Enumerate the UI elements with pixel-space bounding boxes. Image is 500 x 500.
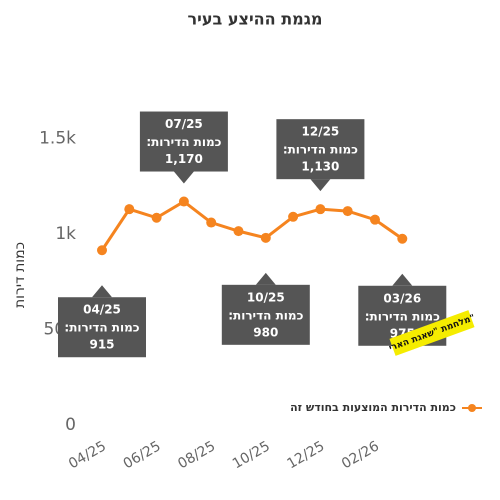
value-label: 980 xyxy=(253,325,278,339)
x-tick-label: 12/25 xyxy=(284,438,327,472)
point xyxy=(233,226,244,237)
tooltip-label: כמות הדירות: xyxy=(283,143,358,157)
x-tick-label: 04/25 xyxy=(66,438,109,472)
y-axis-label: כמות דירות xyxy=(12,242,28,308)
point xyxy=(315,204,326,215)
x-tick: 08/25 xyxy=(175,438,218,472)
line xyxy=(100,199,404,252)
tooltip-date: 10/25 xyxy=(247,290,285,304)
chart-title: מגמת ההיצע בעיר xyxy=(188,10,323,29)
tooltip-pointer xyxy=(392,273,413,286)
point xyxy=(342,206,353,217)
point xyxy=(97,245,107,256)
tooltip-date: 04/25 xyxy=(83,303,121,317)
tooltip-box xyxy=(276,119,365,180)
tooltip-box xyxy=(221,284,310,345)
x-tick-label: 02/26 xyxy=(339,438,382,472)
tooltip-box xyxy=(139,111,228,172)
tooltip-date: 03/26 xyxy=(383,291,421,305)
x-tick: 10/25 xyxy=(230,438,273,472)
point xyxy=(124,204,135,215)
y-tick-label: 0 xyxy=(65,415,76,435)
tooltip-pointer xyxy=(173,171,194,184)
tooltip-date: 12/25 xyxy=(302,125,340,139)
tooltip-label: כמות הדירות: xyxy=(228,308,303,322)
tooltip: 10/25 כמות הדירות: 980 xyxy=(221,272,310,345)
tooltip-label: כמות הדירות: xyxy=(365,309,440,323)
annotation-box xyxy=(389,310,475,356)
x-tick-label: 06/25 xyxy=(121,438,164,472)
tooltip: 07/25 כמות הדירות: 1,170 xyxy=(139,111,228,184)
point xyxy=(288,211,299,222)
x-tick: 12/25 xyxy=(284,438,327,472)
value-label: 1,170 xyxy=(165,152,203,166)
x-tick: 02/26 xyxy=(339,438,382,472)
x-tick-label: 08/25 xyxy=(175,438,218,472)
tooltip: 12/25 כמות הדירות: 1,130 xyxy=(276,119,365,192)
y-tick-label: 1.5k xyxy=(39,129,76,149)
point xyxy=(260,232,271,243)
tooltip-label: כמות הדירות: xyxy=(64,321,139,335)
tooltip-pointer xyxy=(255,272,276,285)
point xyxy=(397,233,408,244)
tooltip-date: 07/25 xyxy=(165,117,203,131)
tooltip-pointer xyxy=(92,285,112,298)
x-tick: 06/25 xyxy=(121,438,164,472)
value-label: 915 xyxy=(89,338,114,352)
point xyxy=(151,212,162,223)
tooltip: 04/25 כמות הדירות: 915 xyxy=(58,285,146,358)
point xyxy=(178,196,189,207)
value-label: 1,130 xyxy=(301,160,339,174)
point xyxy=(206,217,217,228)
x-tick-label: 10/25 xyxy=(230,438,273,472)
y-tick-label: 1k xyxy=(55,224,76,244)
legend-marker xyxy=(468,404,476,412)
point xyxy=(370,214,380,225)
legend-label: כמות הדירות המוצעות בחודש זה xyxy=(290,401,456,414)
tooltip-label: כמות הדירות: xyxy=(146,135,221,149)
tooltip-pointer xyxy=(310,179,331,192)
tooltip-box xyxy=(58,297,146,358)
x-tick: 04/25 xyxy=(66,438,109,472)
